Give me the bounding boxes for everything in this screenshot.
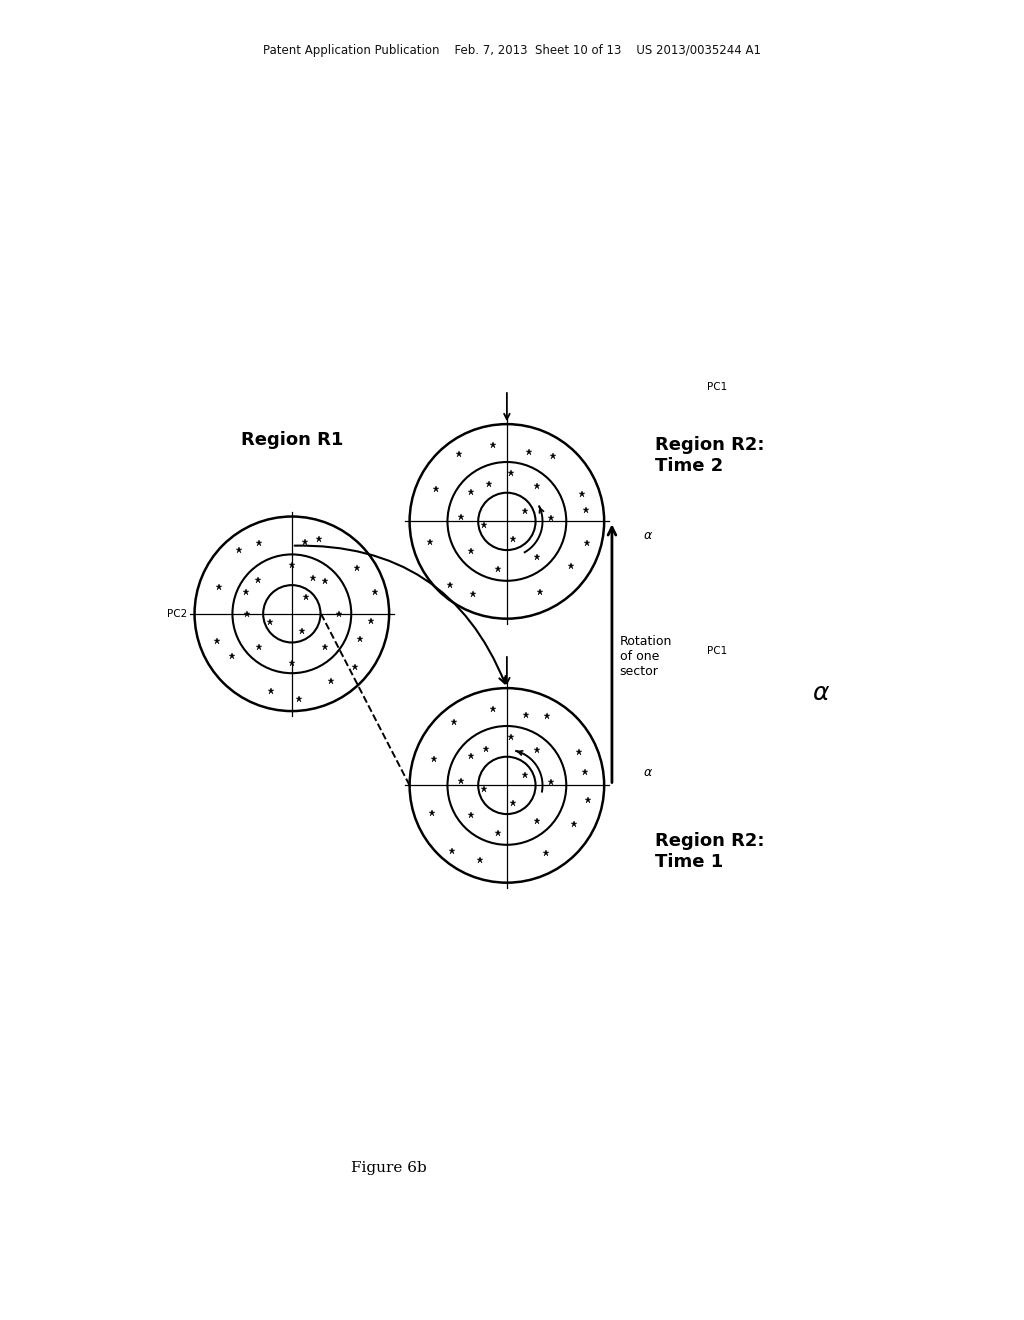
- Text: Region R2:
Time 1: Region R2: Time 1: [655, 832, 765, 871]
- Text: PC1: PC1: [707, 647, 727, 656]
- Text: $\alpha$: $\alpha$: [642, 529, 652, 543]
- Text: PC1: PC1: [707, 383, 727, 392]
- Text: Figure 6b: Figure 6b: [351, 1162, 427, 1175]
- Text: $\alpha$: $\alpha$: [812, 681, 830, 705]
- Text: PC2: PC2: [167, 609, 186, 619]
- Text: Region R2:
Time 2: Region R2: Time 2: [655, 436, 765, 475]
- Text: Rotation
of one
sector: Rotation of one sector: [620, 635, 672, 677]
- Text: $\alpha$: $\alpha$: [642, 767, 652, 779]
- Text: Patent Application Publication    Feb. 7, 2013  Sheet 10 of 13    US 2013/003524: Patent Application Publication Feb. 7, 2…: [263, 44, 761, 57]
- Text: Region R1: Region R1: [241, 430, 343, 449]
